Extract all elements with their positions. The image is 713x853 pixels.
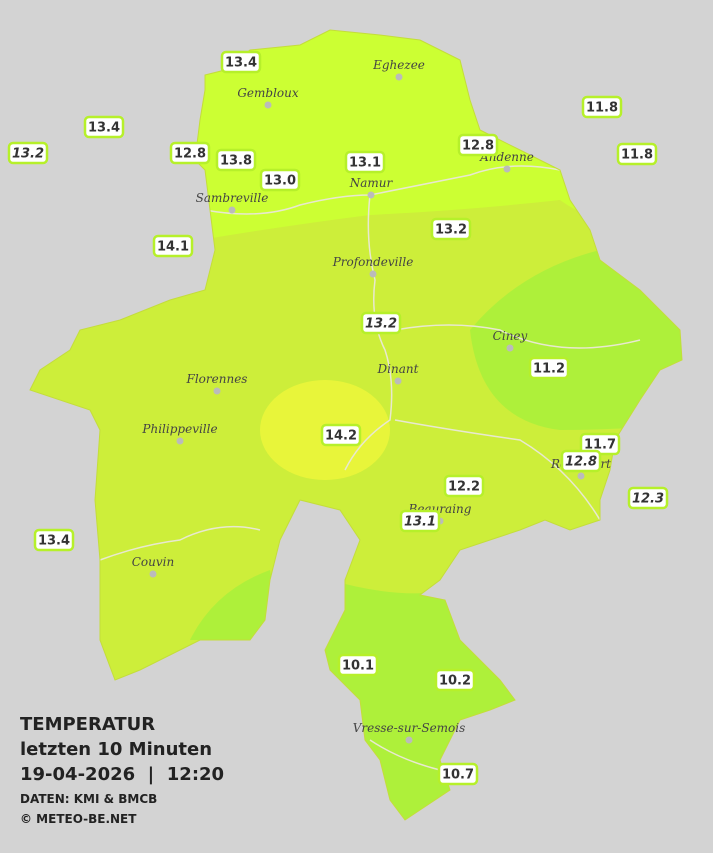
station-value: 13.4	[88, 121, 120, 136]
town-dot	[394, 377, 402, 385]
station-value: 10.1	[342, 659, 374, 674]
station-box	[437, 762, 479, 786]
legend-source: DATEN: KMI & BMCB	[20, 792, 157, 806]
legend-title: TEMPERATUR	[20, 714, 155, 735]
town-name: Profondeville	[332, 255, 414, 269]
station-value: 13.0	[264, 174, 296, 189]
town-dot	[367, 191, 375, 199]
station-value: 10.7	[442, 768, 474, 783]
town-dot	[213, 387, 221, 395]
station-value: 12.8	[565, 455, 597, 470]
station-box	[399, 509, 441, 533]
station-value: 12.8	[462, 139, 494, 154]
station-value: 13.2	[365, 317, 397, 332]
town-dot	[506, 344, 514, 352]
station-value: 12.8	[174, 147, 206, 162]
town-dot	[503, 165, 511, 173]
town-name: Ciney	[493, 329, 528, 343]
station-box	[430, 217, 472, 241]
town-dot	[369, 270, 377, 278]
station-box	[320, 423, 362, 447]
town-name: Gembloux	[237, 86, 299, 100]
town-name: Philippeville	[141, 422, 217, 436]
town-name: Namur	[349, 176, 394, 190]
station-box	[457, 133, 499, 157]
station-box	[360, 311, 402, 335]
station-box	[581, 95, 623, 119]
station-box	[528, 356, 570, 380]
station-box	[259, 168, 301, 192]
station-box	[627, 486, 669, 510]
station-value: 13.1	[349, 156, 381, 171]
town-dot	[149, 570, 157, 578]
town-dot	[228, 206, 236, 214]
station-value: 13.2	[12, 147, 44, 162]
station-value: 11.8	[586, 101, 618, 116]
station-box	[152, 234, 194, 258]
stations: 13.4 13.4 13.2 12.8 13.8 13.0 13.1 12.8 11.8 11.8…	[7, 50, 669, 786]
station-value: 13.2	[435, 223, 467, 238]
station-value: 11.8	[621, 148, 653, 163]
station-box	[337, 653, 379, 677]
town-dot	[405, 736, 413, 744]
legend: TEMPERATUR letzten 10 Minuten 19-04-2026…	[20, 714, 224, 826]
station-box	[616, 142, 658, 166]
station-value: 13.1	[404, 515, 436, 530]
station-box	[33, 528, 75, 552]
station-value: 13.4	[38, 534, 70, 549]
station-value: 14.2	[325, 429, 357, 444]
town-name: Eghezee	[372, 58, 425, 72]
town-dot	[264, 101, 272, 109]
legend-datetime: 19-04-2026 | 12:20	[20, 764, 224, 785]
station-box	[344, 150, 386, 174]
town-name: Vresse-sur-Semois	[353, 721, 466, 735]
station-box	[220, 50, 262, 74]
station-value: 12.2	[448, 480, 480, 495]
station-box	[443, 474, 485, 498]
station-box	[434, 668, 476, 692]
station-box	[560, 449, 602, 473]
station-box	[215, 148, 257, 172]
station-box	[83, 115, 125, 139]
station-value: 13.8	[220, 154, 252, 169]
station-box	[169, 141, 211, 165]
legend-copyright: © METEO-BE.NET	[20, 812, 137, 826]
town-name: Sambreville	[196, 191, 269, 205]
legend-subtitle: letzten 10 Minuten	[20, 739, 212, 760]
station-box	[7, 141, 49, 165]
town-dot	[176, 437, 184, 445]
town-name: Florennes	[186, 372, 248, 386]
town-dot	[577, 472, 585, 480]
station-value: 10.2	[439, 674, 471, 689]
station-value: 11.2	[533, 362, 565, 377]
town-name: Dinant	[377, 362, 419, 376]
town-dot	[395, 73, 403, 81]
station-value: 12.3	[632, 492, 664, 507]
station-value: 11.7	[584, 438, 616, 453]
station-value: 14.1	[157, 240, 189, 255]
town-name: Couvin	[132, 555, 174, 569]
station-value: 13.4	[225, 56, 257, 71]
